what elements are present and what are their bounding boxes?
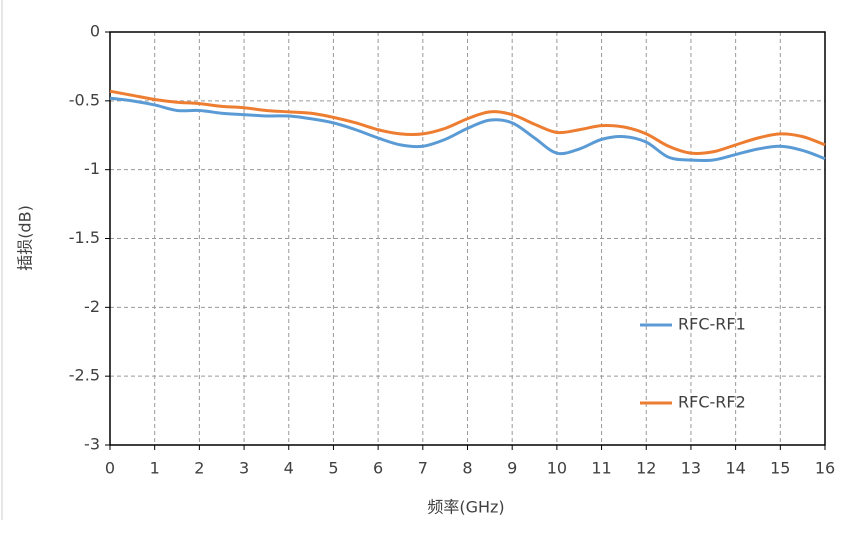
x-tick-label: 6 — [373, 459, 383, 478]
x-tick-label: 4 — [284, 459, 294, 478]
legend-label: RFC-RF2 — [678, 393, 746, 412]
y-tick-label: -2 — [84, 297, 100, 316]
y-tick-label: -0.5 — [69, 90, 100, 109]
y-tick-label: -1.5 — [69, 228, 100, 247]
x-tick-label: 15 — [770, 459, 790, 478]
x-tick-label: 16 — [815, 459, 835, 478]
x-tick-label: 1 — [150, 459, 160, 478]
x-tick-label: 11 — [591, 459, 611, 478]
x-tick-label: 8 — [462, 459, 472, 478]
x-tick-label: 5 — [328, 459, 338, 478]
x-tick-label: 12 — [636, 459, 656, 478]
legend-label: RFC-RF1 — [678, 315, 746, 334]
y-tick-label: -3 — [84, 435, 100, 454]
y-axis-label: 插损(dB) — [16, 205, 35, 271]
x-tick-label: 13 — [681, 459, 701, 478]
x-tick-label: 7 — [418, 459, 428, 478]
y-tick-label: -2.5 — [69, 366, 100, 385]
x-tick-label: 3 — [239, 459, 249, 478]
y-tick-label: -1 — [84, 159, 100, 178]
plot-frame — [109, 31, 826, 446]
x-tick-label: 0 — [105, 459, 115, 478]
x-tick-label: 9 — [507, 459, 517, 478]
series-line — [109, 89, 826, 156]
x-tick-label: 10 — [547, 459, 567, 478]
y-tick-label: 0 — [90, 22, 100, 41]
x-tick-label: 14 — [725, 459, 745, 478]
x-axis-label: 频率(GHz) — [427, 498, 504, 517]
x-tick-label: 2 — [194, 459, 204, 478]
series-line — [109, 96, 826, 163]
